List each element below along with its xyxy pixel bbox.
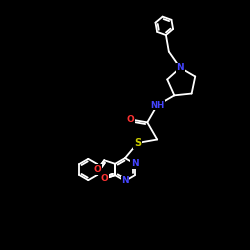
Text: NH: NH <box>150 101 164 110</box>
Text: O: O <box>100 174 108 183</box>
Text: O: O <box>94 165 102 174</box>
Text: N: N <box>176 63 184 72</box>
Text: N: N <box>131 159 139 168</box>
Text: N: N <box>121 176 129 186</box>
Text: S: S <box>134 138 141 148</box>
Text: O: O <box>127 115 134 124</box>
